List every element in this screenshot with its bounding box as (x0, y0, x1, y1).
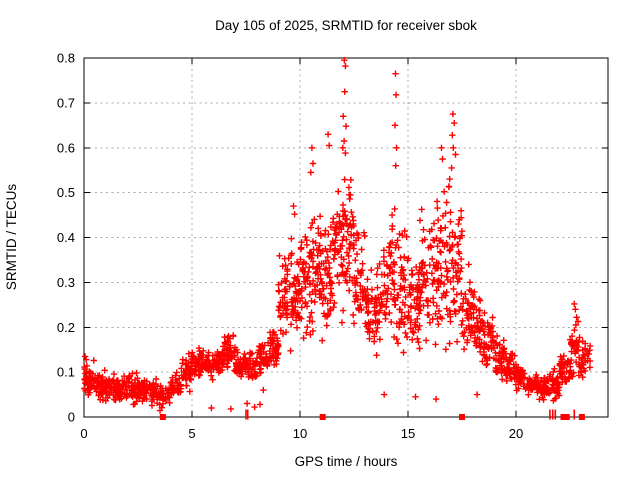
y-tick-label: 0.8 (57, 51, 75, 66)
y-tick-label: 0.5 (57, 185, 75, 200)
zero-line-square-marker (560, 414, 567, 420)
y-tick-label: 0 (68, 410, 75, 425)
x-tick-label: 10 (293, 426, 307, 441)
y-tick-label: 0.4 (57, 230, 75, 245)
zero-line-square-marker (458, 414, 465, 420)
zero-line-square-marker (319, 414, 326, 420)
y-tick-label: 0.2 (57, 320, 75, 335)
y-axis-label: SRMTID / TECUs (4, 184, 19, 291)
zero-line-square-marker (563, 414, 570, 420)
zero-line-square-marker (578, 414, 585, 420)
zero-line-tick-marker (245, 409, 247, 420)
y-tick-label: 0.1 (57, 365, 75, 380)
x-tick-label: 5 (188, 426, 195, 441)
zero-line-square-marker (159, 414, 166, 420)
scatter-points (81, 57, 594, 420)
zero-line-tick-marker (549, 409, 551, 420)
x-tick-label: 0 (80, 426, 87, 441)
y-tick-label: 0.6 (57, 140, 75, 155)
x-tick-label: 15 (401, 426, 415, 441)
zero-line-tick-marker (573, 409, 576, 420)
y-tick-label: 0.7 (57, 95, 75, 110)
zero-line-tick-marker (551, 409, 554, 420)
zero-line-tick-marker (554, 409, 557, 420)
tick-labels: 0 5 10 15 20 0 0.1 0.2 0.3 0.4 0.5 0.6 0.7 0.8 (57, 51, 523, 442)
zero-line-tick-marker (246, 409, 249, 420)
y-tick-label: 0.3 (57, 275, 75, 290)
data-points-plus-markers (81, 57, 594, 414)
x-axis-label: GPS time / hours (295, 454, 398, 469)
chart-title: Day 105 of 2025, SRMTID for receiver sbo… (215, 18, 477, 33)
x-tick-label: 20 (509, 426, 523, 441)
